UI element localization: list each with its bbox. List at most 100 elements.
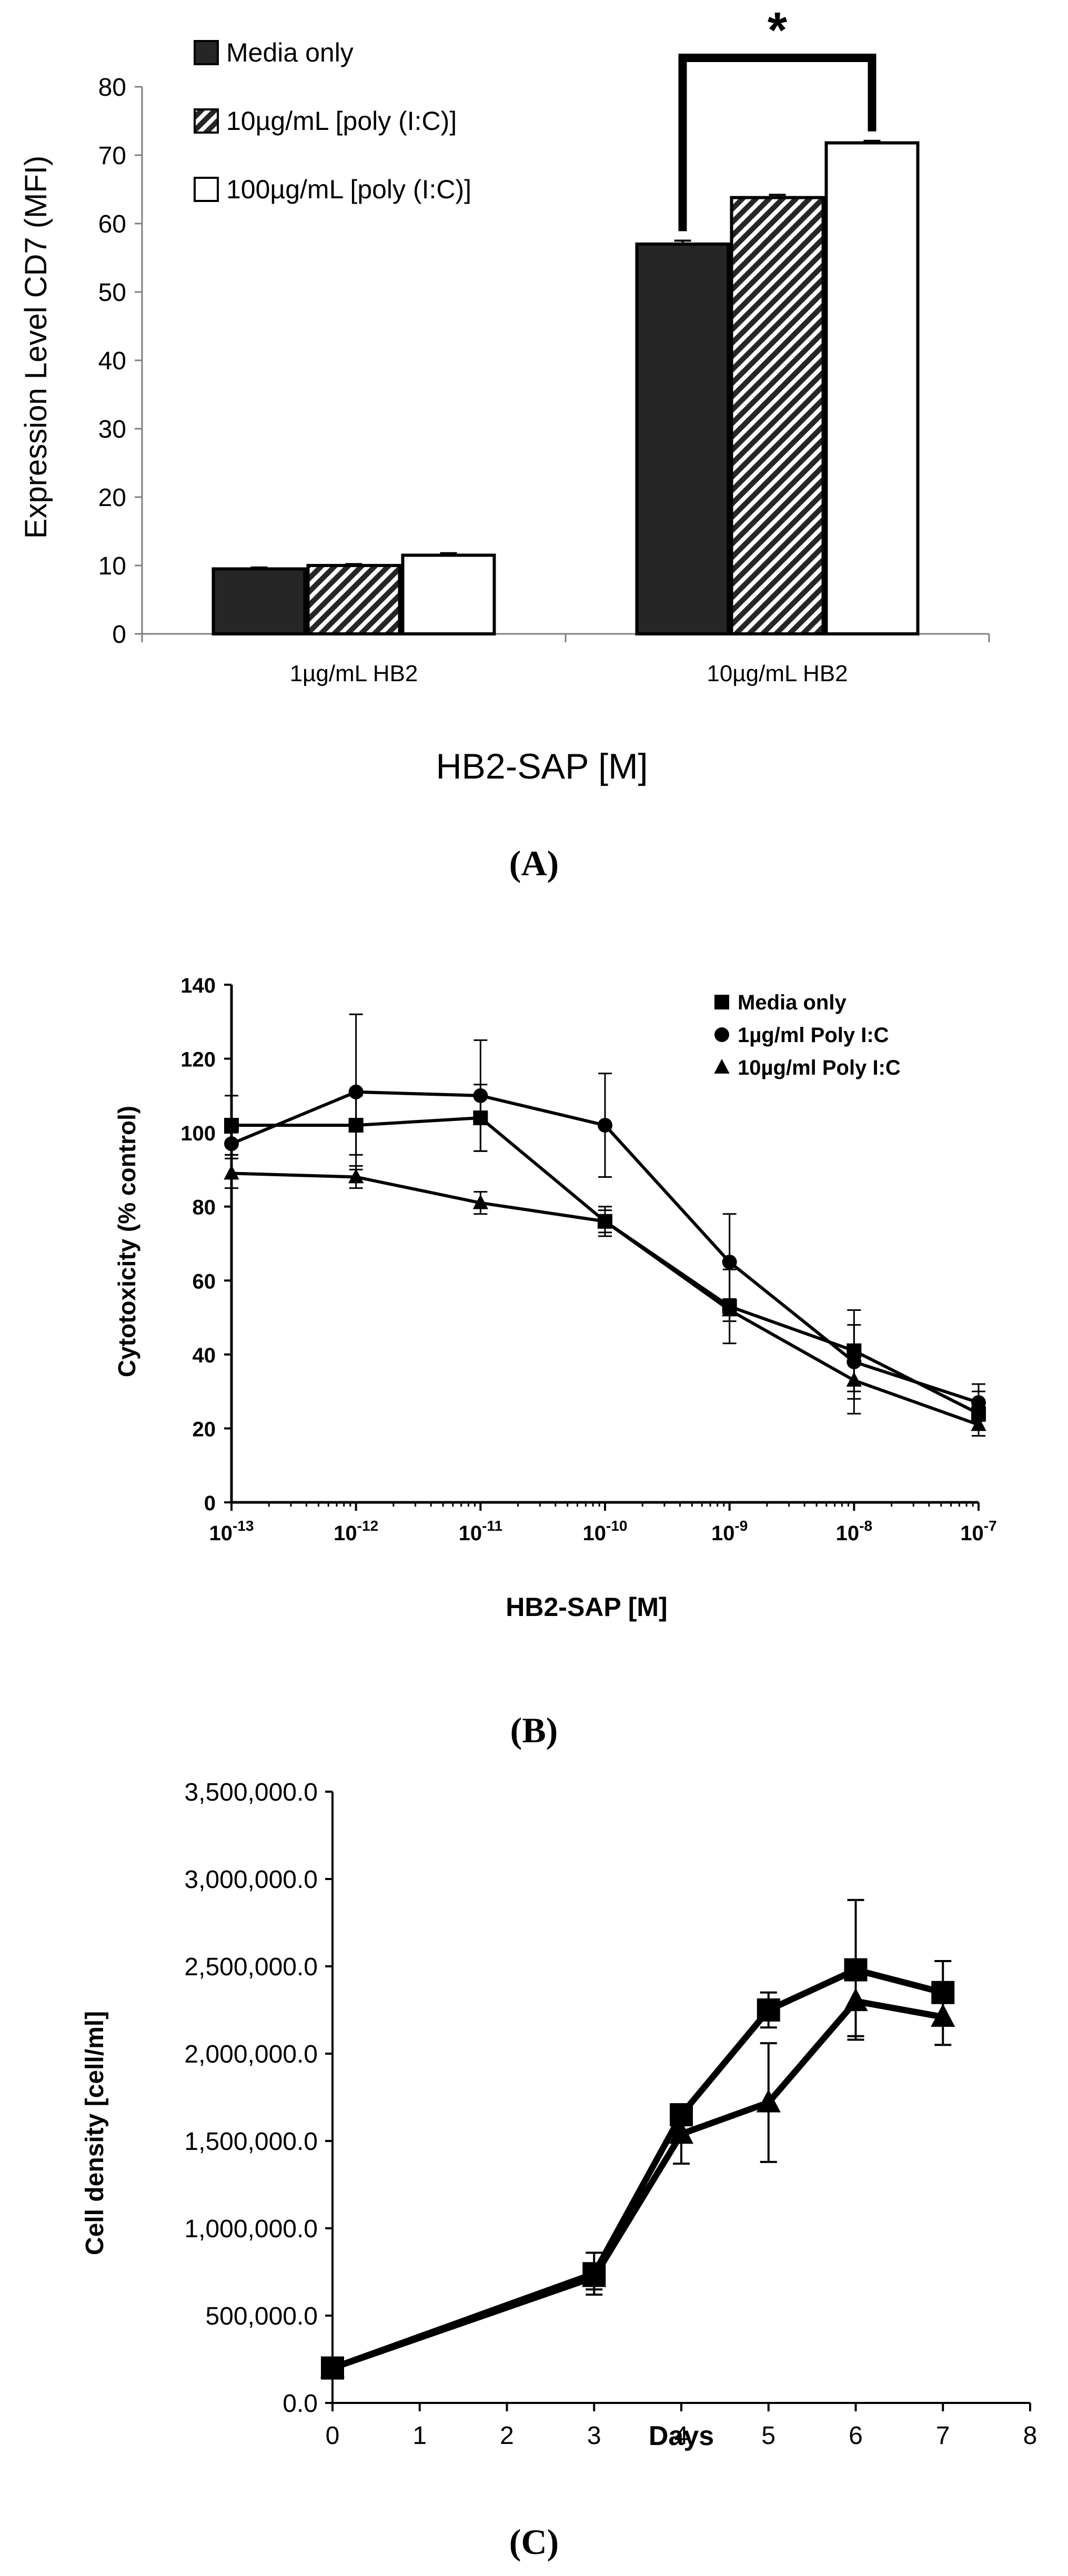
panel-a-significance-bracket (678, 54, 876, 231)
panel-a-bar (211, 567, 307, 635)
panel-b-legend: Media only 1µg/ml Poly I:C 10µg/ml Poly I:… (714, 991, 901, 1079)
panel-b-x-tick-label: 10-10 (583, 1518, 628, 1545)
panel-b-y-tick-label: 140 (180, 974, 216, 997)
panel-b-data-point (971, 1416, 986, 1431)
panel-a-error-bar (440, 552, 457, 557)
panel-a-category-label: 1µg/mL HB2 (290, 661, 418, 686)
panel-b-y-tick-label: 60 (193, 1270, 216, 1293)
panel-c-data-point (669, 2120, 694, 2144)
panel-c-x-axis-label: Days (649, 2421, 714, 2451)
panel-b-y-tick-label: 0 (204, 1492, 216, 1515)
panel-c-data-point (320, 2355, 345, 2378)
panel-c-x-tick-label: 3 (587, 2422, 601, 2450)
panel-b-data-point (348, 1168, 364, 1184)
panel-c-y-tick-label: 0.0 (283, 2390, 318, 2418)
panel-a-y-tick-label: 60 (98, 210, 126, 238)
panel-c-data-point (931, 2003, 955, 2027)
panel-a-legend-label: Media only (226, 38, 354, 67)
panel-c-series (320, 1898, 955, 2380)
panel-c-data-point (843, 1988, 868, 2012)
panel-b-data-point (473, 1088, 488, 1103)
panel-b-y-tick-label: 40 (193, 1344, 216, 1367)
panel-c-x-tick-label: 2 (500, 2422, 514, 2450)
panel-b-line-chart: 0 20 40 60 80 100 120 140 10-13 10-12 10-11 10-10 10… (113, 974, 997, 1622)
panel-a-legend-label: 100µg/mL [poly (I:C)] (226, 175, 471, 204)
panel-a-error-bar (250, 566, 268, 570)
panel-a-legend-swatch (194, 108, 219, 134)
panel-a-caption: (A) (509, 843, 559, 883)
panel-a-legend: Media only 10µg/mL [poly (I:C)] 100µg/mL [… (194, 38, 471, 204)
panel-b-legend-label: Media only (738, 991, 847, 1014)
panel-a-y-tick-label: 10 (98, 552, 126, 580)
panel-c-x-tick-label: 6 (849, 2422, 863, 2450)
panel-b-data-point (971, 1395, 986, 1410)
panel-a-y-tick-label: 30 (98, 416, 126, 443)
panel-c-data-point (582, 2264, 607, 2287)
panel-a-bars (211, 139, 920, 636)
panel-b-series (224, 1013, 986, 1437)
panel-b-x-tick-label: 10-7 (960, 1518, 996, 1545)
panel-c-y-tick-label: 1,500,000.0 (184, 2128, 318, 2156)
panel-a-bar (635, 243, 730, 635)
panel-a-legend-swatch (194, 177, 219, 202)
panel-a-y-tick-label: 70 (98, 142, 126, 170)
panel-c-data-point (756, 2089, 781, 2113)
panel-b-y-axis-label: Cytotoxicity (% control) (113, 1106, 140, 1377)
panel-a-significance-star: * (768, 2, 788, 58)
panel-b-data-point (846, 1371, 862, 1387)
panel-a-y-tick-label: 0 (112, 621, 126, 649)
panel-a-legend-swatch (194, 40, 219, 65)
panel-c-axes (325, 1791, 1031, 2411)
panel-c-y-tick-label: 1,000,000.0 (184, 2215, 318, 2243)
panel-b-x-tick-label: 10-12 (334, 1518, 378, 1545)
panel-a-y-tick-label: 20 (98, 484, 126, 512)
panel-c-y-tick-label: 500,000.0 (205, 2302, 318, 2330)
panel-b-data-point (224, 1118, 239, 1133)
panel-b-y-tick-label: 80 (193, 1196, 216, 1219)
panel-b-legend-marker (714, 1058, 730, 1074)
panel-b-x-tick-label: 10-13 (209, 1518, 254, 1545)
panel-c-x-tick-label: 4 (674, 2422, 689, 2450)
panel-b-data-point (722, 1255, 737, 1270)
panel-c-tick-labels: 0.0 500,000.0 1,000,000.0 1,500,000.0 2,000,… (184, 1779, 1037, 2450)
panel-b-legend-label: 10µg/ml Poly I:C (738, 1056, 901, 1079)
panel-b-tick-labels: 0 20 40 60 80 100 120 140 10-13 10-12 10-11 10-10 10… (180, 974, 996, 1545)
panel-c-y-tick-label: 3,500,000.0 (184, 1779, 318, 1806)
panel-c-y-axis-label: Cell density [cell/ml] (81, 2011, 109, 2255)
panel-b-caption: (B) (510, 1710, 558, 1750)
panel-c-x-tick-label: 5 (761, 2422, 775, 2450)
panel-a-category-label: 10µg/mL HB2 (707, 661, 848, 686)
panel-a-bar (401, 553, 496, 635)
panel-a-legend-label: 10µg/mL [poly (I:C)] (226, 106, 457, 136)
panel-c-x-tick-label: 8 (1023, 2422, 1037, 2450)
panel-a-significance-annotation: * (678, 2, 876, 231)
panel-a-x-axis-label: HB2-SAP [M] (436, 746, 648, 786)
panel-b-data-point (597, 1213, 613, 1228)
panel-c-line-chart: 0.0 500,000.0 1,000,000.0 1,500,000.0 2,000,… (81, 1779, 1037, 2451)
panel-b-data-point (598, 1118, 612, 1133)
panel-a-error-bar (345, 563, 362, 567)
panel-c-x-tick-label: 7 (936, 2422, 950, 2450)
panel-a-tick-labels: 0 10 20 30 40 50 60 70 80 (98, 74, 126, 649)
panel-a-y-tick-label: 50 (98, 279, 126, 307)
panel-b-legend-marker (714, 1027, 729, 1042)
panel-b-y-tick-label: 120 (180, 1048, 216, 1072)
panel-c-caption: (C) (509, 2522, 559, 2562)
panel-c-x-tick-label: 1 (412, 2422, 427, 2450)
panel-b-x-tick-label: 10-11 (459, 1518, 502, 1545)
panel-a-bar (730, 196, 825, 636)
panel-c-series-line (331, 1997, 944, 2371)
panel-b-data-point (721, 1301, 738, 1317)
panel-b-y-tick-label: 20 (193, 1418, 216, 1441)
panel-c-y-tick-label: 2,000,000.0 (184, 2040, 318, 2068)
panel-b-y-tick-label: 100 (180, 1122, 216, 1145)
panel-b-x-tick-label: 10-8 (836, 1518, 872, 1545)
panel-a-bar (824, 141, 920, 636)
panel-a-y-axis-label: Expression Level CD7 (MFI) (19, 156, 53, 539)
panel-b-axes (224, 984, 980, 1511)
panel-a-y-tick-label: 80 (98, 74, 126, 102)
panel-a-error-bar (769, 194, 786, 199)
panel-b-data-point (224, 1165, 239, 1180)
